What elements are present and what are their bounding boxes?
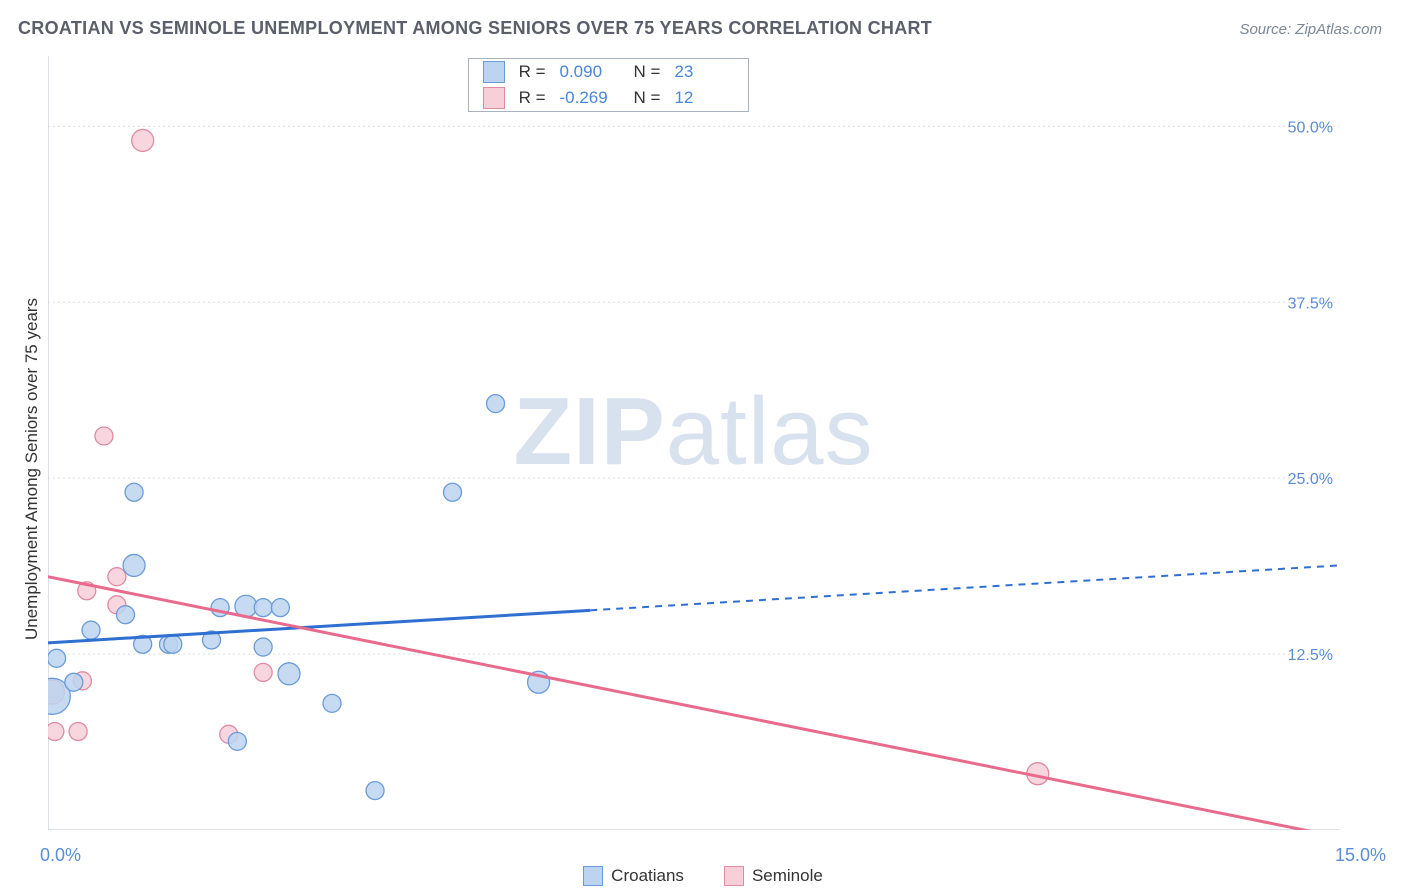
scatter-plot: 12.5% 25.0% 37.5% 50.0% xyxy=(48,56,1339,830)
croatians-point xyxy=(444,483,462,501)
croatians-point xyxy=(82,621,100,639)
y-axis-label: Unemployment Among Seniors over 75 years xyxy=(22,298,42,640)
croatians-point xyxy=(254,599,272,617)
croatians-point xyxy=(48,649,66,667)
x-axis-min-label: 0.0% xyxy=(40,845,81,866)
r-label: R = xyxy=(519,62,546,82)
y-tick-label: 50.0% xyxy=(1288,119,1333,136)
correlation-legend: R = 0.090 N = 23 R = -0.269 N = 12 xyxy=(468,58,750,112)
chart-title: CROATIAN VS SEMINOLE UNEMPLOYMENT AMONG … xyxy=(18,18,932,39)
header: CROATIAN VS SEMINOLE UNEMPLOYMENT AMONG … xyxy=(0,0,1406,49)
seminole-point xyxy=(108,568,126,586)
r-value: -0.269 xyxy=(560,88,620,108)
legend-label: Croatians xyxy=(611,866,684,886)
n-label: N = xyxy=(634,88,661,108)
croatians-point xyxy=(116,606,134,624)
legend-swatch xyxy=(483,61,505,83)
croatians-point xyxy=(366,782,384,800)
croatians-point xyxy=(254,638,272,656)
croatians-point xyxy=(278,663,300,685)
legend-swatch xyxy=(724,866,744,886)
legend-item: Croatians xyxy=(583,866,684,886)
n-label: N = xyxy=(634,62,661,82)
legend-label: Seminole xyxy=(752,866,823,886)
seminole-point xyxy=(69,722,87,740)
correlation-row: R = 0.090 N = 23 xyxy=(469,59,749,85)
croatians-point xyxy=(164,635,182,653)
croatians-point xyxy=(65,673,83,691)
croatians-point xyxy=(271,599,289,617)
seminole-point xyxy=(254,663,272,681)
croatians-point xyxy=(123,554,145,576)
source-label: Source: ZipAtlas.com xyxy=(1239,21,1382,38)
seminole-point xyxy=(48,722,64,740)
legend-swatch xyxy=(583,866,603,886)
seminole-point xyxy=(95,427,113,445)
croatians-point xyxy=(487,395,505,413)
n-value: 23 xyxy=(674,62,734,82)
croatians-point xyxy=(125,483,143,501)
n-value: 12 xyxy=(674,88,734,108)
croatians-point xyxy=(323,694,341,712)
legend: Croatians Seminole xyxy=(0,866,1406,886)
y-tick-label: 37.5% xyxy=(1288,295,1333,312)
legend-item: Seminole xyxy=(724,866,823,886)
croatians-point xyxy=(228,732,246,750)
r-value: 0.090 xyxy=(560,62,620,82)
seminole-point xyxy=(132,129,154,151)
legend-swatch xyxy=(483,87,505,109)
y-tick-label: 12.5% xyxy=(1288,647,1333,664)
x-axis-max-label: 15.0% xyxy=(1335,845,1386,866)
y-tick-label: 25.0% xyxy=(1288,471,1333,488)
plot-area: ZIPatlas 12.5%25.0%37.5%50.0% R =0.090N … xyxy=(48,56,1339,830)
r-label: R = xyxy=(519,88,546,108)
correlation-row: R = -0.269 N = 12 xyxy=(469,85,749,111)
